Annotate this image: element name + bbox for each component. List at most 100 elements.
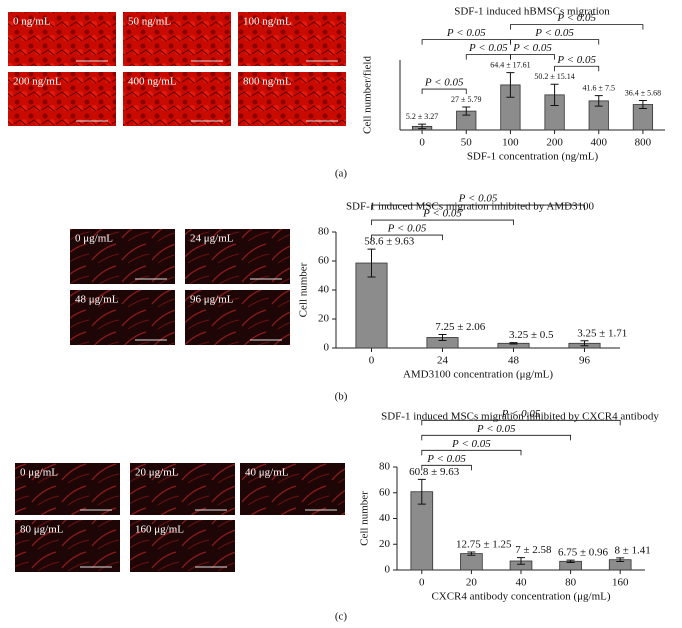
value-label: 7.25 ± 2.06 [435,321,486,333]
value-label: 12.75 ± 1.25 [456,539,512,551]
significance-bracket [371,234,443,241]
panel-label: (c) [335,611,348,623]
significance-bracket [371,219,514,226]
significance-bracket [421,88,467,95]
significance-bracket [510,24,644,30]
value-label: 60.8 ± 9.63 [409,466,460,478]
error-bar [418,123,427,130]
micrograph [70,290,175,345]
micrograph [185,290,290,345]
image-label: 100 ng/mL [243,16,292,28]
value-label: 8 ± 1.41 [614,544,650,556]
micrograph [238,72,346,126]
significance-label: P < 0.05 [458,193,498,205]
significance-label: P < 0.05 [422,208,462,220]
y-tick-label: 20 [318,313,330,325]
x-tick-label: 0 [369,355,375,367]
value-label: 3.25 ± 0.5 [509,329,554,341]
x-tick-label: 48 [508,355,520,367]
significance-label: P < 0.05 [446,27,486,39]
micrograph [70,229,175,284]
x-tick-label: 20 [466,577,478,589]
error-bar [467,551,476,556]
significance-label: P < 0.05 [512,42,552,54]
value-label: 3.25 ± 1.71 [577,327,627,339]
value-label: 41.6 ± 7.5 [583,83,615,92]
x-tick-label: 200 [546,137,563,149]
value-label: 58.6 ± 9.63 [364,236,415,248]
y-tick-label: 0 [385,564,391,576]
micrograph [240,463,345,515]
error-bar [616,557,625,563]
x-axis-label: SDF-1 concentration (ng/mL) [467,151,599,163]
value-label: 36.4 ± 5.68 [625,88,661,97]
image-label: 400 ng/mL [128,76,177,88]
x-tick-label: 160 [612,577,629,589]
chart-title: SDF-1 induced MSCs migration inhibited b… [346,201,595,213]
error-bar [638,100,647,109]
micrograph [8,12,116,66]
significance-label: P < 0.05 [556,12,596,24]
significance-label: P < 0.05 [534,27,574,39]
image-label: 48 μg/mL [75,294,119,306]
image-label: 160 μg/mL [135,524,184,536]
micrograph [8,72,116,126]
significance-label: P < 0.05 [451,438,491,450]
image-label: 80 μg/mL [20,524,64,536]
image-label: 40 μg/mL [245,467,289,479]
y-tick-label: 0 [324,342,330,354]
micrograph [123,12,231,66]
chart-title: SDF-1 induced MSCs migration inhibited b… [381,411,659,423]
bar [460,553,483,571]
image-label: 200 ng/mL [13,76,62,88]
error-bar [417,478,426,505]
image-label: 96 μg/mL [190,294,234,306]
significance-label: P < 0.05 [501,408,541,420]
image-label: 0 μg/mL [75,233,113,245]
significance-label: P < 0.05 [468,42,508,54]
significance-label: P < 0.05 [426,453,466,465]
y-tick-label: 40 [318,284,330,296]
micrograph [123,72,231,126]
significance-label: P < 0.05 [387,223,427,235]
panel-label: (b) [335,391,348,403]
x-axis-label: CXCR4 antibody concentration (μg/mL) [431,591,610,603]
image-label: 0 μg/mL [20,467,58,479]
value-label: 50.2 ± 15.14 [534,72,574,81]
significance-label: P < 0.05 [556,54,596,66]
significance-bracket [421,449,522,456]
x-tick-label: 0 [419,137,425,149]
value-label: 64.4 ± 17.61 [490,60,530,69]
significance-bracket [371,204,585,211]
significance-bracket [421,419,621,426]
micrograph [238,12,346,66]
significance-bracket [421,434,571,441]
error-bar [566,559,575,564]
x-tick-label: 400 [591,137,608,149]
y-axis-label: Cell number/field [362,56,374,134]
x-axis-label: AMD3100 concentration (μg/mL) [403,369,553,381]
image-label: 20 μg/mL [135,467,179,479]
image-label: 24 μg/mL [190,233,234,245]
x-tick-label: 50 [461,137,473,149]
error-bar [462,106,471,116]
value-label: 27 ± 5.79 [451,95,481,104]
micrograph [15,520,120,572]
value-label: 5.2 ± 3.27 [406,112,438,121]
y-tick-label: 60 [318,255,330,267]
micrograph [15,463,120,515]
x-tick-label: 800 [635,137,652,149]
error-bar [580,340,589,347]
y-tick-label: 80 [379,461,391,473]
chart-title: SDF-1 induced hBMSCs migration [454,6,610,18]
image-label: 0 ng/mL [13,16,51,28]
error-bar [438,334,447,341]
y-axis-label: Cell number [298,262,310,317]
significance-label: P < 0.05 [476,423,516,435]
x-tick-label: 80 [565,577,577,589]
y-tick-label: 40 [379,512,391,524]
error-bar [509,342,518,345]
error-bar [594,95,603,107]
error-bar [550,83,559,106]
